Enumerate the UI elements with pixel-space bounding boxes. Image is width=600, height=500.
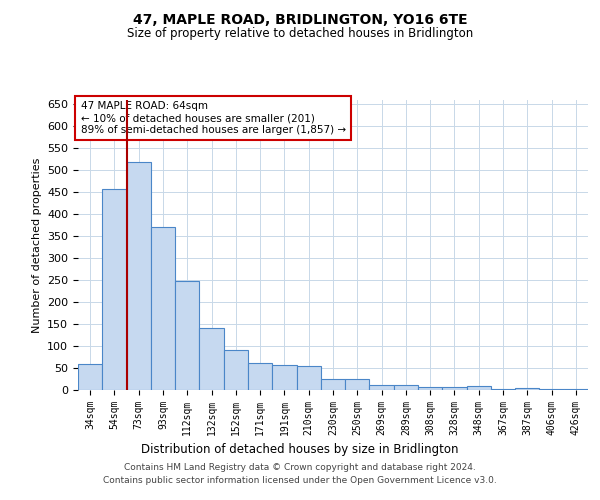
Bar (442, 387, 467, 390)
Bar (296, 366, 321, 390)
Text: Distribution of detached houses by size in Bridlington: Distribution of detached houses by size … (141, 442, 459, 456)
Bar (515, 388, 539, 390)
Bar (370, 384, 394, 390)
Bar (248, 363, 272, 390)
Y-axis label: Number of detached properties: Number of detached properties (32, 158, 41, 332)
Bar (78, 364, 102, 390)
Bar (539, 388, 564, 390)
Text: Contains HM Land Registry data © Crown copyright and database right 2024.: Contains HM Land Registry data © Crown c… (124, 464, 476, 472)
Bar (102, 189, 127, 390)
Bar (272, 365, 296, 390)
Text: 47 MAPLE ROAD: 64sqm
← 10% of detached houses are smaller (201)
89% of semi-deta: 47 MAPLE ROAD: 64sqm ← 10% of detached h… (80, 102, 346, 134)
Bar (564, 388, 588, 390)
Bar (345, 379, 370, 390)
Bar (491, 388, 515, 390)
Bar (418, 387, 442, 390)
Bar (321, 379, 345, 390)
Bar (175, 281, 199, 390)
Bar (394, 384, 418, 390)
Bar (199, 328, 224, 390)
Bar (224, 350, 248, 390)
Bar (127, 162, 151, 390)
Text: Size of property relative to detached houses in Bridlington: Size of property relative to detached ho… (127, 28, 473, 40)
Bar (467, 386, 491, 390)
Text: 47, MAPLE ROAD, BRIDLINGTON, YO16 6TE: 47, MAPLE ROAD, BRIDLINGTON, YO16 6TE (133, 12, 467, 26)
Text: Contains public sector information licensed under the Open Government Licence v3: Contains public sector information licen… (103, 476, 497, 485)
Bar (151, 228, 175, 390)
